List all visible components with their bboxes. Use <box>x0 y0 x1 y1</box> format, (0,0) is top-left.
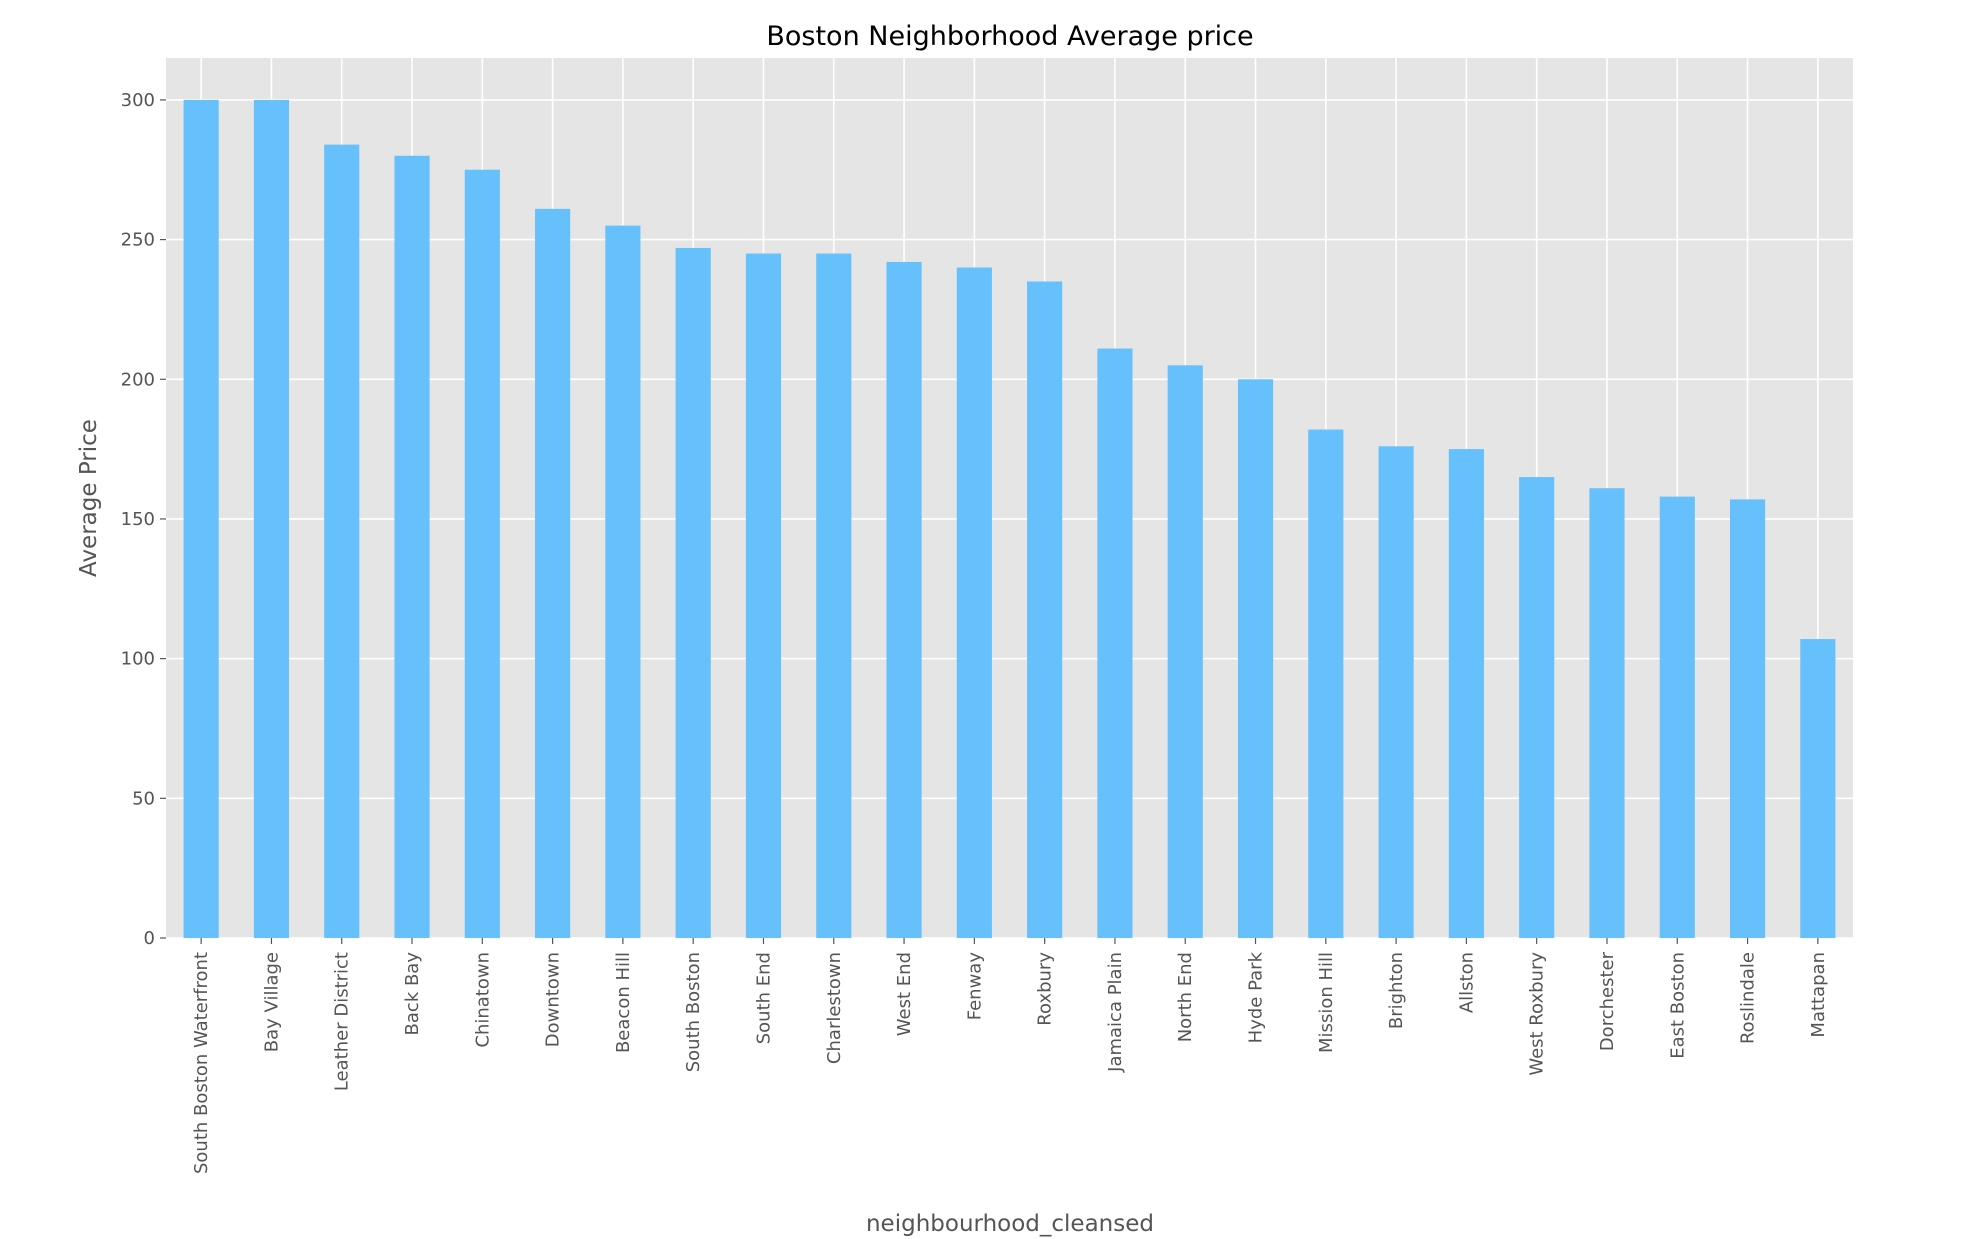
x-tick-label: Fenway <box>964 952 985 1021</box>
x-tick-label: West End <box>894 952 915 1036</box>
x-tick-label: Back Bay <box>402 952 423 1036</box>
y-tick-label: 50 <box>132 788 155 809</box>
y-axis-ticks: 0 50 100 150 200 250 300 <box>121 90 166 949</box>
x-axis-ticks: South Boston Waterfront Bay Village Leathe… <box>191 938 1829 1174</box>
x-tick-label: Downtown <box>543 952 564 1047</box>
x-axis-title: neighbourhood_cleansed <box>866 1211 1154 1237</box>
x-tick-label: Dorchester <box>1597 951 1618 1051</box>
y-tick-label: 100 <box>121 649 155 670</box>
bar <box>535 208 571 938</box>
chart-title: Boston Neighborhood Average price <box>766 21 1253 52</box>
bar <box>1448 449 1484 938</box>
x-tick-label: Leather District <box>332 952 353 1091</box>
x-tick-label: Roslindale <box>1738 952 1759 1044</box>
bar <box>464 169 500 938</box>
bar <box>1659 496 1695 938</box>
x-tick-label: Chinatown <box>472 952 493 1048</box>
bar <box>394 155 430 938</box>
x-tick-label: Bay Village <box>261 952 282 1052</box>
bar <box>956 267 992 938</box>
y-tick-label: 300 <box>121 90 155 111</box>
bar <box>816 253 852 939</box>
bar <box>1097 348 1133 938</box>
bar <box>1167 365 1203 938</box>
x-tick-label: Roxbury <box>1035 952 1056 1026</box>
bars <box>183 99 1836 939</box>
bar <box>1308 429 1344 938</box>
bar <box>605 225 641 939</box>
bar <box>253 99 290 938</box>
x-tick-label: North End <box>1175 952 1196 1042</box>
plot-background <box>166 58 1853 938</box>
x-tick-label: Jamaica Plain <box>1105 952 1126 1073</box>
bar <box>745 253 782 939</box>
bar <box>1237 379 1274 938</box>
y-tick-label: 0 <box>144 928 155 949</box>
y-axis-title: Average Price <box>76 419 102 577</box>
x-tick-label: Allston <box>1456 952 1477 1013</box>
bar <box>1378 446 1414 938</box>
x-tick-label: South Boston <box>683 952 704 1072</box>
x-tick-label: South Boston Waterfront <box>191 952 212 1174</box>
bar <box>886 261 922 938</box>
y-tick-label: 200 <box>121 369 155 390</box>
bar <box>183 99 219 938</box>
x-tick-label: Hyde Park <box>1246 951 1267 1043</box>
bar <box>1519 477 1555 938</box>
y-tick-label: 250 <box>121 230 155 251</box>
x-tick-label: East Boston <box>1667 952 1688 1059</box>
bar <box>1800 639 1836 938</box>
y-tick-label: 150 <box>121 509 155 530</box>
bar <box>1027 281 1063 938</box>
x-tick-label: South End <box>753 952 774 1044</box>
bar <box>324 144 360 939</box>
x-tick-label: Brighton <box>1386 952 1407 1029</box>
x-tick-label: Mission Hill <box>1316 952 1337 1053</box>
x-tick-label: Charlestown <box>824 952 845 1064</box>
bar <box>675 247 711 938</box>
bar <box>1589 488 1625 938</box>
x-tick-label: Mattapan <box>1808 952 1829 1038</box>
x-tick-label: Beacon Hill <box>613 952 634 1053</box>
x-tick-label: West Roxbury <box>1527 952 1548 1076</box>
bar <box>1729 499 1766 938</box>
